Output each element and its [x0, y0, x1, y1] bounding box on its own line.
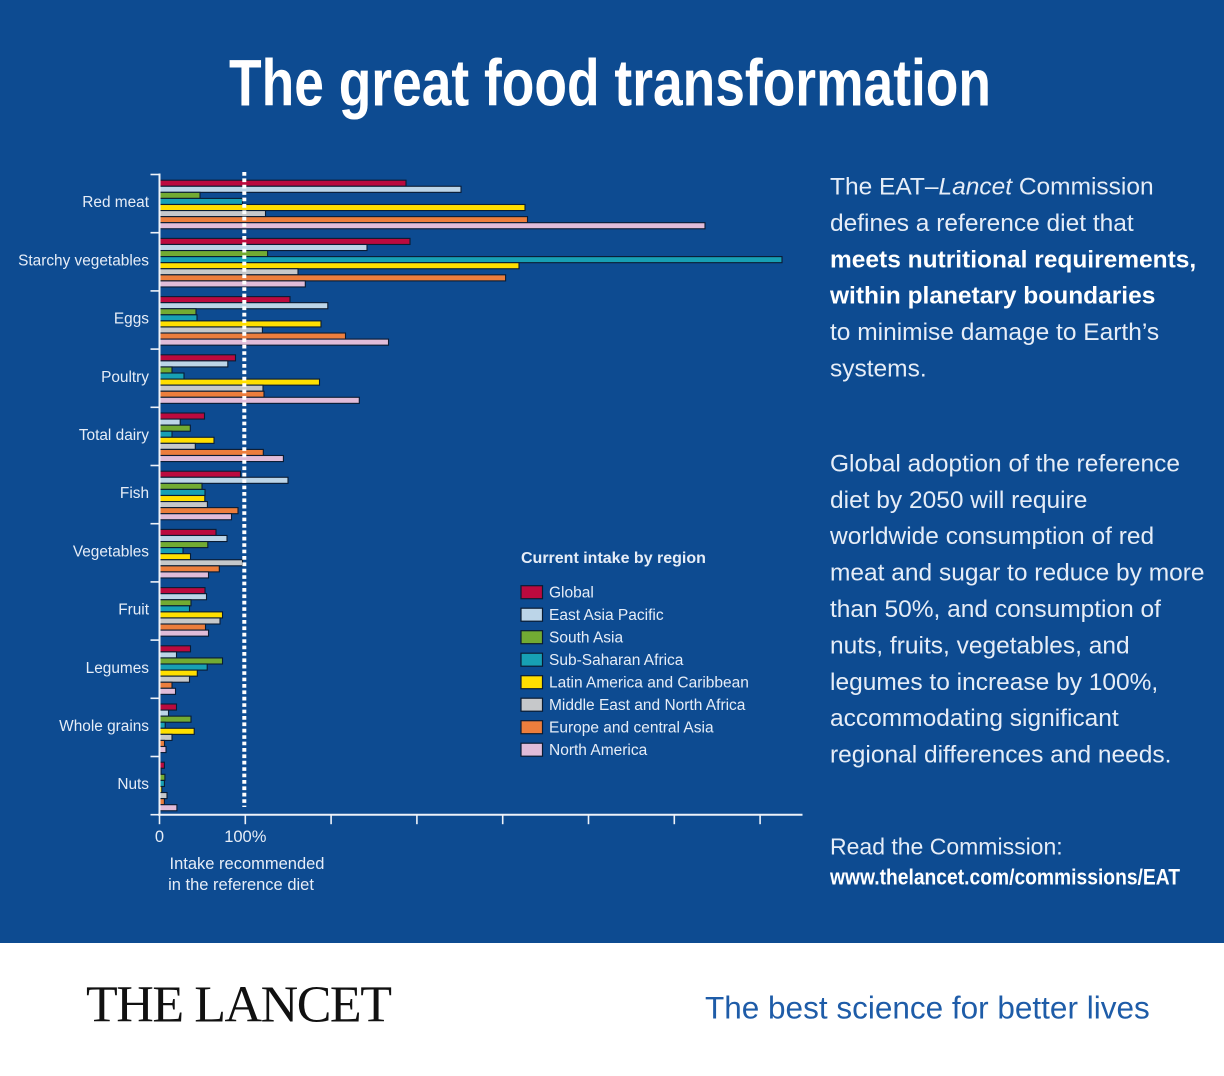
- svg-text:The EAT–Lancet Commission: The EAT–Lancet Commission: [830, 174, 1154, 201]
- svg-text:Whole grains: Whole grains: [59, 718, 149, 735]
- svg-text:Global adoption of the referen: Global adoption of the reference: [830, 450, 1180, 477]
- svg-text:meets nutritional requirements: meets nutritional requirements,: [830, 246, 1196, 273]
- svg-text:Current intake by region: Current intake by region: [521, 550, 706, 567]
- svg-text:Legumes: Legumes: [86, 660, 150, 677]
- svg-text:Intake recommended: Intake recommended: [169, 855, 324, 873]
- svg-text:100%: 100%: [224, 828, 267, 846]
- svg-text:within planetary boundaries: within planetary boundaries: [829, 283, 1155, 310]
- svg-text:systems.: systems.: [830, 356, 927, 383]
- svg-text:than 50%, and consumption of: than 50%, and consumption of: [830, 596, 1161, 623]
- svg-text:legumes to increase by 100%,: legumes to increase by 100%,: [830, 669, 1158, 696]
- svg-text:Europe and central Asia: Europe and central Asia: [549, 720, 714, 737]
- svg-text:meat and sugar to reduce by mo: meat and sugar to reduce by more: [830, 560, 1205, 587]
- svg-text:Read the Commission:: Read the Commission:: [830, 834, 1063, 860]
- svg-text:Starchy vegetables: Starchy vegetables: [18, 252, 149, 269]
- svg-text:worldwide consumption of red: worldwide consumption of red: [829, 523, 1154, 550]
- svg-text:Fish: Fish: [120, 485, 149, 502]
- svg-text:Poultry: Poultry: [101, 369, 149, 386]
- svg-text:nuts, fruits, vegetables, and: nuts, fruits, vegetables, and: [830, 632, 1130, 659]
- svg-text:Nuts: Nuts: [117, 776, 149, 793]
- svg-text:accommodating significant: accommodating significant: [830, 705, 1119, 732]
- svg-text:to minimise damage to Earth’s: to minimise damage to Earth’s: [830, 319, 1159, 346]
- svg-text:in the reference diet: in the reference diet: [168, 876, 314, 894]
- svg-text:Global: Global: [549, 585, 594, 602]
- svg-text:THE LANCET: THE LANCET: [86, 977, 394, 1034]
- svg-text:Middle East and North Africa: Middle East and North Africa: [549, 697, 746, 714]
- svg-text:Latin America and Caribbean: Latin America and Caribbean: [549, 675, 749, 692]
- svg-text:Vegetables: Vegetables: [73, 543, 149, 560]
- svg-text:Eggs: Eggs: [114, 311, 149, 328]
- svg-text:The great food transformation: The great food transformation: [229, 46, 991, 120]
- svg-text:The best science for better li: The best science for better lives: [705, 990, 1150, 1026]
- svg-text:0: 0: [155, 828, 164, 846]
- svg-text:Sub-Saharan Africa: Sub-Saharan Africa: [549, 652, 684, 669]
- svg-text:diet by 2050 will require: diet by 2050 will require: [830, 487, 1087, 514]
- svg-text:defines a reference diet that: defines a reference diet that: [830, 210, 1134, 237]
- svg-text:Fruit: Fruit: [118, 602, 150, 619]
- svg-text:Red meat: Red meat: [82, 194, 149, 211]
- svg-text:East Asia Pacific: East Asia Pacific: [549, 607, 664, 624]
- svg-text:Total dairy: Total dairy: [79, 427, 149, 444]
- svg-text:www.thelancet.com/commissions/: www.thelancet.com/commissions/EAT: [829, 865, 1180, 890]
- svg-text:South Asia: South Asia: [549, 630, 623, 647]
- svg-text:regional differences and needs: regional differences and needs.: [830, 742, 1171, 769]
- svg-text:North America: North America: [549, 742, 648, 759]
